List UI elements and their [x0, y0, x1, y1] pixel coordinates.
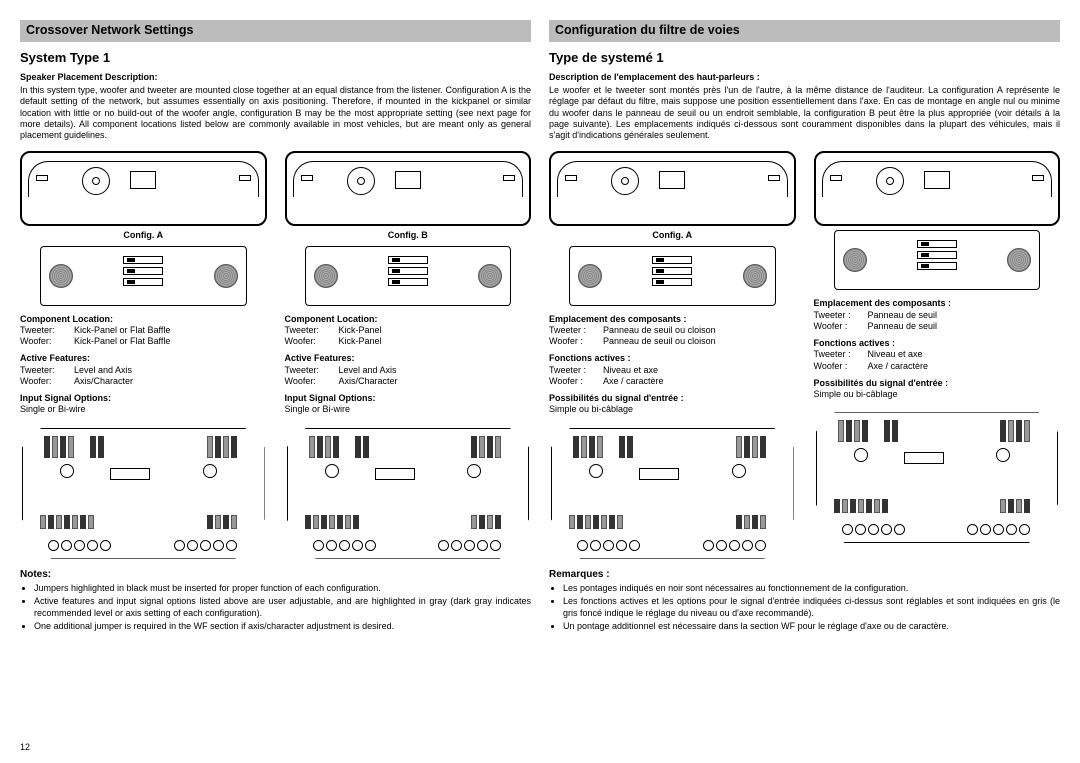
car-diagram-b — [285, 151, 532, 226]
placement-body-fr: Le woofer et le tweeter sont montés près… — [549, 85, 1060, 141]
note-item: Les fonctions actives et les options pou… — [563, 596, 1060, 619]
page-number: 12 — [20, 742, 30, 753]
diagrams-en: Config. A Component Location: Tweeter:Ki… — [20, 151, 531, 560]
note-item: Active features and input signal options… — [34, 596, 531, 619]
system-type-fr: Type de systemé 1 — [549, 50, 1060, 66]
specs-a-en: Component Location: Tweeter:Kick-Panel o… — [20, 314, 267, 416]
pcb-b-en — [285, 426, 532, 561]
placement-head-fr: Description de l'emplacement des haut-pa… — [549, 72, 1060, 83]
page-container: Crossover Network Settings System Type 1… — [20, 20, 1060, 632]
config-a-fr: Config. A Emplacement des composants : T… — [549, 151, 796, 560]
pcb-b-fr — [814, 410, 1061, 545]
amp-diagram-b-fr — [834, 230, 1041, 290]
pcb-a-fr — [549, 426, 796, 561]
placement-body-en: In this system type, woofer and tweeter … — [20, 85, 531, 141]
amp-diagram-b — [305, 246, 512, 306]
notes-fr: Remarques : Les pontages indiqués en noi… — [549, 569, 1060, 633]
specs-a-fr: Emplacement des composants : Tweeter :Pa… — [549, 314, 796, 416]
note-item: Les pontages indiqués en noir sont néces… — [563, 583, 1060, 594]
section-header-fr: Configuration du filtre de voies — [549, 20, 1060, 42]
pcb-a-en — [20, 426, 267, 561]
placement-head-en: Speaker Placement Description: — [20, 72, 531, 83]
note-item: Un pontage additionnel est nécessaire da… — [563, 621, 1060, 632]
system-type-en: System Type 1 — [20, 50, 531, 66]
config-a-label-en: Config. A — [20, 230, 267, 241]
specs-b-en: Component Location: Tweeter:Kick-Panel W… — [285, 314, 532, 416]
car-diagram-a-fr — [549, 151, 796, 226]
config-b-label-en: Config. B — [285, 230, 532, 241]
notes-en: Notes: Jumpers highlighted in black must… — [20, 569, 531, 633]
config-b-en: Config. B Component Location: Tweeter:Ki… — [285, 151, 532, 560]
config-b-fr: Emplacement des composants : Tweeter :Pa… — [814, 151, 1061, 560]
diagrams-fr: Config. A Emplacement des composants : T… — [549, 151, 1060, 560]
french-column: Configuration du filtre de voies Type de… — [549, 20, 1060, 632]
note-item: Jumpers highlighted in black must be ins… — [34, 583, 531, 594]
amp-diagram-a — [40, 246, 247, 306]
specs-b-fr: Emplacement des composants : Tweeter :Pa… — [814, 298, 1061, 400]
car-diagram-a — [20, 151, 267, 226]
car-diagram-b-fr — [814, 151, 1061, 226]
config-a-en: Config. A Component Location: Tweeter:Ki… — [20, 151, 267, 560]
section-header-en: Crossover Network Settings — [20, 20, 531, 42]
amp-diagram-a-fr — [569, 246, 776, 306]
config-a-label-fr: Config. A — [549, 230, 796, 241]
english-column: Crossover Network Settings System Type 1… — [20, 20, 531, 632]
note-item: One additional jumper is required in the… — [34, 621, 531, 632]
